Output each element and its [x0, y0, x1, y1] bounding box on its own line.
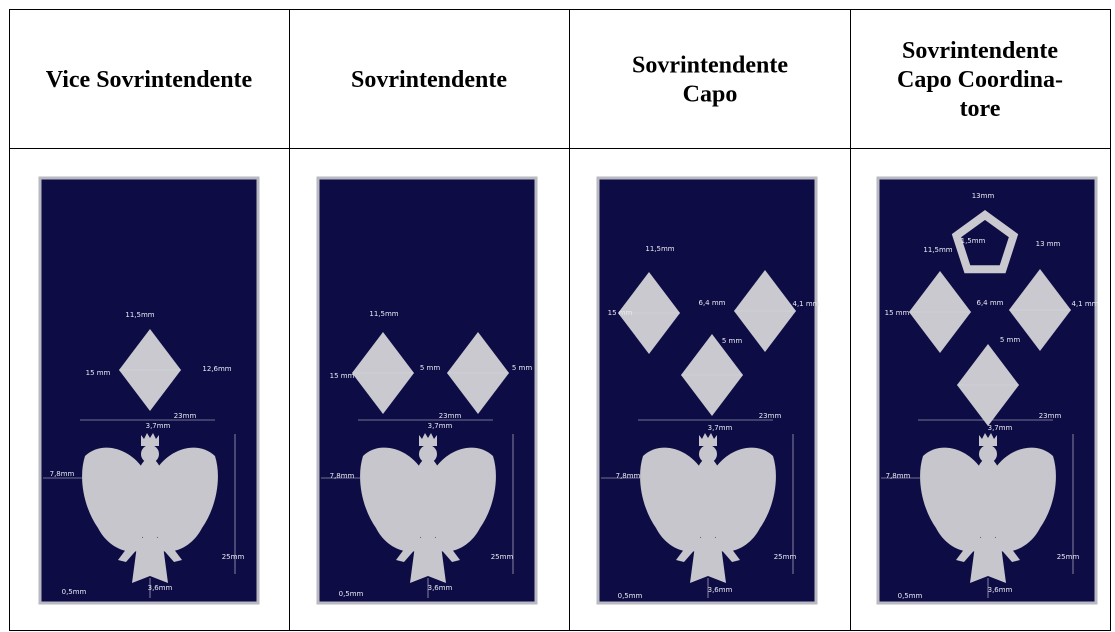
column-header: tore [960, 96, 1001, 122]
shoulder-board: 11,5mm 15 mm 5 mm 5 mm 23mm 3,7mm 7,8mm 25mm 3,6… [316, 176, 538, 605]
eagle-tail [970, 538, 1006, 583]
eagle-head [419, 445, 437, 463]
eagle-claw [998, 536, 1020, 562]
dimension-label: 15 mm [885, 309, 910, 317]
eagle-wing [640, 447, 702, 552]
shoulder-board: 11,5mm 15 mm 6,4 mm 4,1 mm 5 mm 23mm 3,7mm 7,8m… [596, 176, 820, 605]
dimension-label: 3,7mm [708, 424, 733, 432]
dimension-label: 0,5mm [898, 592, 923, 600]
column-header: Capo [683, 82, 738, 108]
eagle-wing [714, 447, 776, 552]
dimension-label: 15 mm [330, 372, 355, 380]
eagle-claw [676, 536, 698, 562]
eagle-claw [118, 536, 140, 562]
eagle-body [972, 458, 1004, 542]
eagle-crown [699, 433, 717, 446]
dimension-label: 7,8mm [616, 472, 641, 480]
dimension-label: 3,7mm [988, 424, 1013, 432]
dimension-label: 23mm [1039, 412, 1062, 420]
eagle-tail [690, 538, 726, 583]
dimension-label: 6,4 mm [977, 299, 1004, 307]
dimension-label: 4,1 mm [793, 300, 820, 308]
eagle-wing [994, 447, 1056, 552]
dimension-label: 11,5mm [645, 245, 674, 253]
eagle-claw [718, 536, 740, 562]
dimension-label: 7,8mm [50, 470, 75, 478]
eagle-crown [141, 433, 159, 446]
dimension-label: 12,6mm [202, 365, 231, 373]
eagle-claw [396, 536, 418, 562]
eagle-wing [82, 447, 144, 552]
column-header: Sovrintendente [632, 53, 788, 79]
dimension-label: 5 mm [512, 364, 532, 372]
eagle-body [134, 458, 166, 542]
dimension-label: 5 mm [420, 364, 440, 372]
eagle-head [141, 445, 159, 463]
dimension-label: 13mm [972, 192, 995, 200]
eagle-head [699, 445, 717, 463]
dimension-label: 1,5mm [961, 237, 986, 245]
shoulder-board: 13mm 1,5mm 13 mm 11,5mm 15 mm 6,4 mm 4,1 mm 5 m… [876, 176, 1099, 605]
dimension-label: 3,6mm [428, 584, 453, 592]
eagle-wing [156, 447, 218, 552]
dimension-label: 0,5mm [339, 590, 364, 598]
dimension-label: 4,1 mm [1072, 300, 1099, 308]
dimension-label: 23mm [439, 412, 462, 420]
eagle-wing [360, 447, 422, 552]
dimension-label: 25mm [1057, 553, 1080, 561]
dimension-label: 25mm [491, 553, 514, 561]
column-header: Vice Sovrintendente [46, 67, 253, 93]
rank-pentagon [951, 210, 1019, 274]
eagle-tail [410, 538, 446, 583]
eagle-tail [132, 538, 168, 583]
dimension-label: 23mm [174, 412, 197, 420]
column-header: Sovrintendente [351, 67, 507, 93]
dimension-label: 5 mm [1000, 336, 1020, 344]
column-header: Sovrintendente [902, 38, 1058, 64]
dimension-label: 3,7mm [428, 422, 453, 430]
eagle-body [412, 458, 444, 542]
dimension-label: 7,8mm [330, 472, 355, 480]
dimension-label: 3,6mm [148, 584, 173, 592]
dimension-label: 13 mm [1036, 240, 1061, 248]
dimension-label: 5 mm [722, 337, 742, 345]
dimension-label: 11,5mm [369, 310, 398, 318]
dimension-label: 15 mm [86, 369, 111, 377]
eagle-head [979, 445, 997, 463]
eagle-body [692, 458, 724, 542]
eagle-crown [419, 433, 437, 446]
dimension-label: 7,8mm [886, 472, 911, 480]
column-header: Capo Coordina- [897, 67, 1063, 93]
eagle-crown [979, 433, 997, 446]
dimension-label: 25mm [774, 553, 797, 561]
dimension-label: 0,5mm [62, 588, 87, 596]
dimension-label: 3,7mm [146, 422, 171, 430]
dimension-label: 11,5mm [125, 311, 154, 319]
dimension-label: 11,5mm [923, 246, 952, 254]
dimension-label: 3,6mm [708, 586, 733, 594]
dimension-label: 15 mm [608, 309, 633, 317]
dimension-label: 0,5mm [618, 592, 643, 600]
eagle-claw [160, 536, 182, 562]
eagle-claw [956, 536, 978, 562]
dimension-label: 3,6mm [988, 586, 1013, 594]
eagle-wing [920, 447, 982, 552]
eagle-wing [434, 447, 496, 552]
eagle-claw [438, 536, 460, 562]
dimension-label: 23mm [759, 412, 782, 420]
dimension-label: 25mm [222, 553, 245, 561]
dimension-label: 6,4 mm [699, 299, 726, 307]
